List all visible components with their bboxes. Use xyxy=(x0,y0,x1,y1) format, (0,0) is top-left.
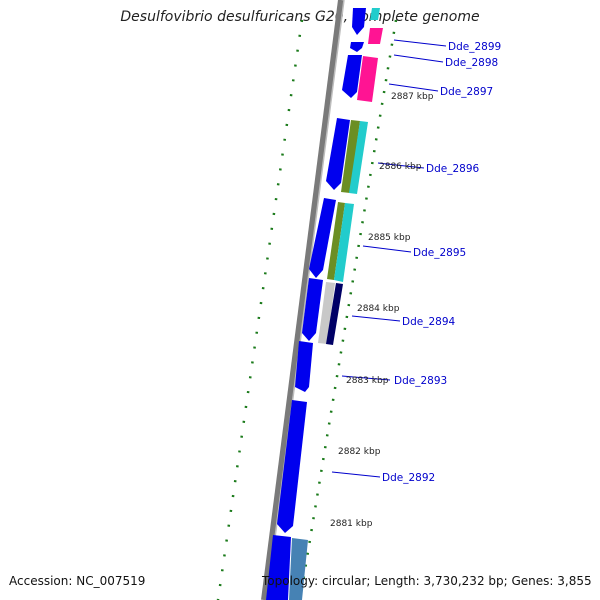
gene-arrow-dde-2899[interactable] xyxy=(352,8,366,35)
cog-box-navy xyxy=(326,283,343,345)
gene-arrow-dde-2893[interactable] xyxy=(295,341,313,392)
gene-label-dde-2898[interactable]: Dde_2898 xyxy=(445,57,498,69)
gene-arrow-dde-2894[interactable] xyxy=(302,278,323,341)
gene-leader-lines xyxy=(331,39,447,478)
gene-arrow-dde-2897[interactable] xyxy=(342,55,362,98)
genome-backbone xyxy=(261,0,345,600)
cog-box-pink xyxy=(357,56,378,102)
cog-box-cyan-2 xyxy=(334,203,354,282)
gene-arrow-dde-2895[interactable] xyxy=(309,198,336,278)
cog-box-olive-1 xyxy=(341,120,360,193)
cog-box-cyan-1 xyxy=(349,121,368,194)
gene-arrow-dde-2898[interactable] xyxy=(350,42,364,52)
gene-features[interactable] xyxy=(266,8,383,600)
cog-box-olive-2 xyxy=(327,202,345,280)
gene-label-dde-2897[interactable]: Dde_2897 xyxy=(440,86,493,98)
kbp-label-2881: 2881 kbp xyxy=(330,519,373,529)
gc-track-inner xyxy=(298,19,398,600)
gene-label-dde-2899[interactable]: Dde_2899 xyxy=(448,41,501,53)
gene-label-dde-2895[interactable]: Dde_2895 xyxy=(413,247,466,259)
cog-box-cyan-top xyxy=(370,8,380,20)
gene-label-dde-2892[interactable]: Dde_2892 xyxy=(382,472,435,484)
gene-label-dde-2893[interactable]: Dde_2893 xyxy=(394,375,447,387)
kbp-label-2882: 2882 kbp xyxy=(338,447,381,457)
kbp-labels: 2887 kbp 2886 kbp 2885 kbp 2884 kbp 2883… xyxy=(330,92,434,529)
kbp-label-2887: 2887 kbp xyxy=(391,92,434,102)
kbp-label-2885: 2885 kbp xyxy=(368,233,411,243)
cog-box-pink-top xyxy=(368,28,383,44)
gene-arrow-bottom[interactable] xyxy=(266,535,291,600)
cog-box-gray xyxy=(318,282,335,344)
map-title: Desulfovibrio desulfuricans G20, complet… xyxy=(120,9,480,25)
cog-box-steel xyxy=(289,538,308,600)
gene-label-dde-2894[interactable]: Dde_2894 xyxy=(402,316,456,328)
gene-arrow-dde-2892[interactable] xyxy=(277,400,307,533)
kbp-label-2886: 2886 kbp xyxy=(379,162,422,172)
kbp-label-2883: 2883 kbp xyxy=(346,376,389,386)
gene-label-dde-2896[interactable]: Dde_2896 xyxy=(426,163,480,175)
topology-text: Topology: circular; Length: 3,730,232 bp… xyxy=(262,574,592,588)
accession-text: Accession: NC_007519 xyxy=(9,574,146,588)
gene-arrow-dde-2896[interactable] xyxy=(326,118,350,190)
kbp-label-2884: 2884 kbp xyxy=(357,304,400,314)
gene-labels[interactable]: Dde_2899 Dde_2898 Dde_2897 Dde_2896 Dde_… xyxy=(382,41,501,484)
